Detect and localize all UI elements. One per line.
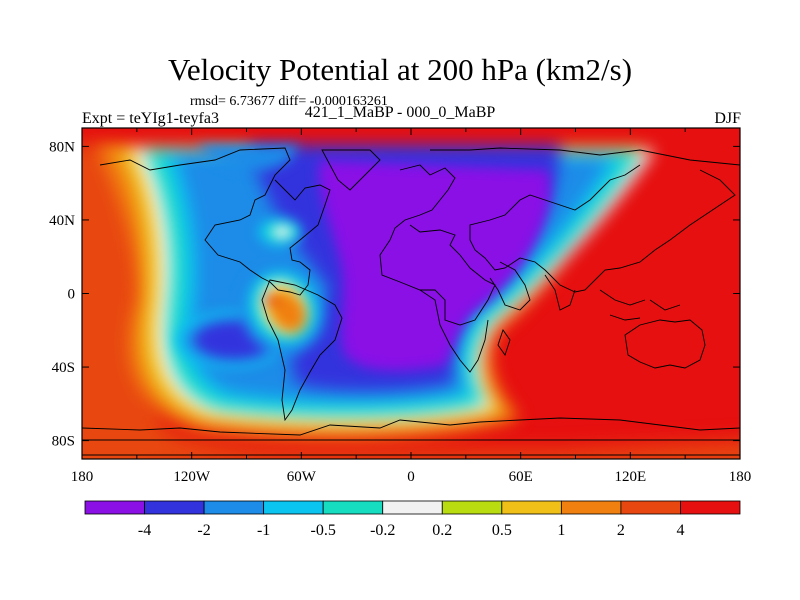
y-tick-label: 80S xyxy=(52,434,75,450)
colorbar-label: 0.2 xyxy=(432,522,452,539)
contour-field xyxy=(82,128,740,459)
colorbar: -4 -2 -1 -0.5 -0.2 0.2 0.5 1 2 4 xyxy=(84,500,741,539)
y-tick-label: 0 xyxy=(68,287,76,303)
colorbar-label: -4 xyxy=(138,522,151,539)
colorbar-swatch xyxy=(441,500,503,515)
y-axis: 80N 40N 0 40S 80S xyxy=(49,139,740,450)
x-axis: 180 120W 60W 0 60E 120E 180 xyxy=(71,128,752,485)
colorbar-label: 2 xyxy=(617,522,625,539)
colorbar-swatch xyxy=(382,500,443,515)
x-tick-label: 120E xyxy=(614,469,646,485)
experiment-label: Expt = teYIg1-teyfa3 xyxy=(82,110,219,127)
stats-text: rmsd= 6.73677 diff= -0.000163261 xyxy=(190,94,388,109)
colorbar-swatch xyxy=(84,500,145,515)
colorbar-swatch xyxy=(501,500,562,515)
colorbar-label: 4 xyxy=(676,522,684,539)
colorbar-label: 0.5 xyxy=(492,522,512,539)
colorbar-swatch xyxy=(263,500,324,515)
x-tick-label: 60W xyxy=(287,469,317,485)
x-tick-label: 180 xyxy=(71,469,94,485)
y-tick-label: 40S xyxy=(52,360,75,376)
colorbar-label: 1 xyxy=(557,522,565,539)
colorbar-swatch xyxy=(144,500,205,515)
colorbar-swatch xyxy=(680,500,741,515)
x-tick-label: 60E xyxy=(509,469,533,485)
x-tick-label: 0 xyxy=(407,469,415,485)
colorbar-swatch xyxy=(203,500,265,515)
colorbar-label: -2 xyxy=(197,522,210,539)
x-tick-label: 180 xyxy=(729,469,752,485)
y-tick-label: 40N xyxy=(49,213,75,229)
colorbar-swatch xyxy=(322,500,384,515)
season-label: DJF xyxy=(714,110,741,127)
colorbar-swatch xyxy=(620,500,681,515)
chart-subtitle: 421_1_MaBP - 000_0_MaBP xyxy=(304,104,496,121)
x-tick-label: 120W xyxy=(173,469,211,485)
y-tick-label: 80N xyxy=(49,139,75,155)
colorbar-label: -0.5 xyxy=(311,522,336,539)
colorbar-label: -0.2 xyxy=(370,522,395,539)
colorbar-label: -1 xyxy=(257,522,270,539)
colorbar-swatch xyxy=(560,500,622,515)
chart-title: Velocity Potential at 200 hPa (km2/s) xyxy=(167,52,633,87)
